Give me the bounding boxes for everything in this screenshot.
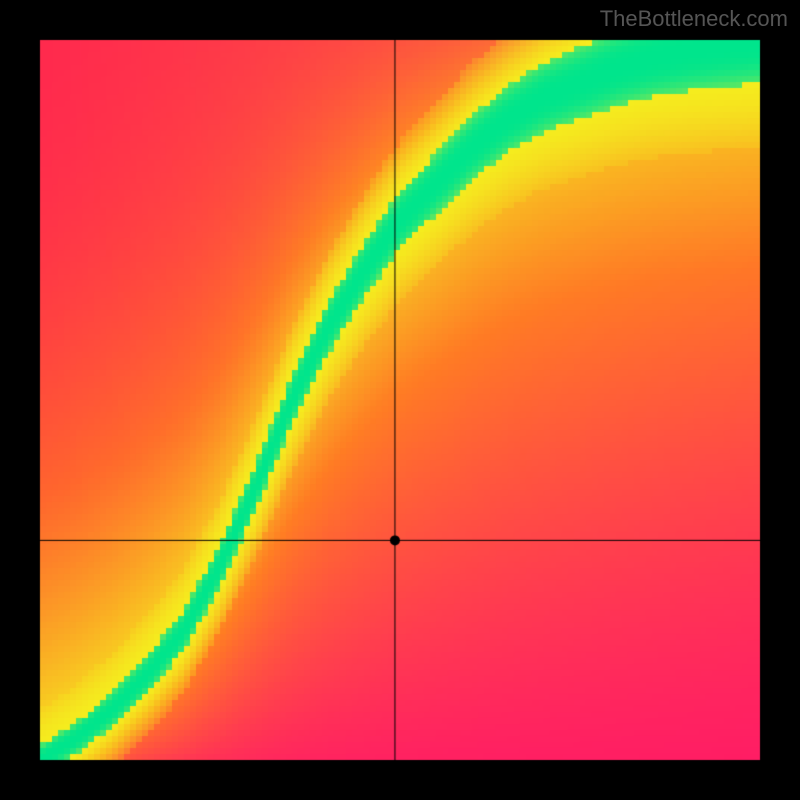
bottleneck-heatmap bbox=[0, 0, 800, 800]
watermark-text: TheBottleneck.com bbox=[600, 6, 788, 32]
chart-container: { "watermark_text": "TheBottleneck.com",… bbox=[0, 0, 800, 800]
